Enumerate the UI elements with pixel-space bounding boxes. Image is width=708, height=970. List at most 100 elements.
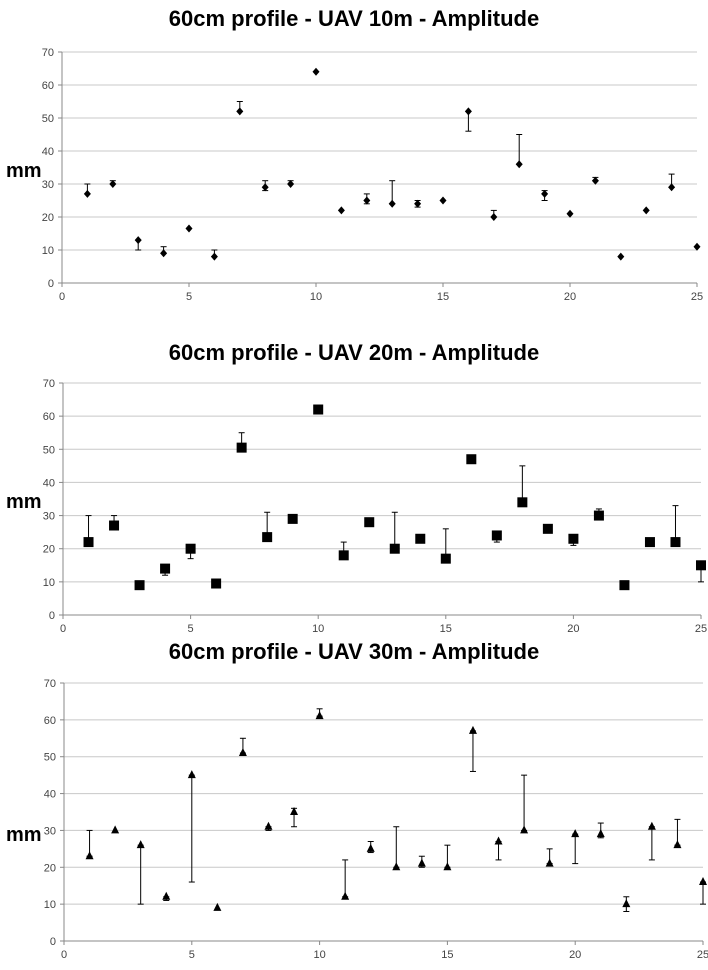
- data-point: [287, 180, 295, 188]
- data-point: [490, 213, 498, 221]
- x-tick-label: 5: [186, 291, 192, 303]
- x-tick-label: 0: [61, 949, 67, 961]
- data-point: [160, 563, 171, 574]
- y-tick-label: 20: [43, 544, 55, 556]
- data-point: [417, 858, 426, 867]
- y-tick-label: 30: [42, 179, 54, 191]
- data-point: [337, 206, 345, 215]
- data-point: [566, 209, 574, 218]
- data-point: [644, 537, 655, 548]
- data-point: [185, 543, 196, 554]
- data-point: [366, 843, 375, 852]
- data-point: [136, 840, 145, 849]
- data-point: [134, 580, 145, 591]
- data-point: [443, 862, 452, 871]
- data-point: [262, 532, 273, 543]
- data-point: [491, 530, 502, 541]
- data-point: [619, 580, 630, 591]
- y-tick-label: 30: [44, 825, 56, 837]
- x-tick-label: 15: [437, 291, 449, 303]
- x-tick-label: 10: [310, 291, 322, 303]
- y-tick-label: 70: [42, 47, 54, 59]
- data-point: [109, 180, 117, 188]
- data-point: [622, 899, 631, 908]
- x-tick-label: 15: [440, 623, 452, 635]
- chart-title: 60cm profile - UAV 10m - Amplitude: [168, 6, 540, 31]
- data-point: [468, 725, 477, 734]
- data-point: [593, 510, 604, 521]
- y-tick-label: 40: [42, 146, 54, 158]
- data-point: [313, 404, 324, 415]
- x-tick-label: 5: [188, 623, 194, 635]
- data-point: [617, 252, 625, 261]
- y-tick-label: 0: [50, 936, 56, 948]
- data-point: [464, 107, 472, 116]
- chart-title: 60cm profile - UAV 30m - Amplitude: [168, 639, 540, 664]
- y-tick-label: 20: [42, 212, 54, 224]
- x-tick-label: 10: [313, 949, 325, 961]
- data-point: [696, 560, 706, 571]
- data-point: [439, 196, 447, 205]
- data-point: [236, 442, 247, 453]
- data-point: [162, 891, 171, 900]
- data-point: [264, 821, 273, 830]
- data-point: [83, 189, 91, 198]
- data-point: [290, 807, 299, 815]
- data-point: [568, 533, 579, 544]
- data-point: [642, 206, 650, 215]
- data-point: [213, 902, 222, 911]
- data-point: [111, 825, 120, 834]
- data-point: [466, 454, 477, 465]
- chart-panel-3: 60cm profile - UAV 30m - Amplitude mm 0 1…: [0, 629, 708, 961]
- data-point: [238, 748, 247, 757]
- data-point: [261, 183, 269, 192]
- y-tick-label: 50: [43, 444, 55, 456]
- y-axis-label: mm: [6, 160, 42, 182]
- data-point: [670, 537, 681, 548]
- data-point: [541, 189, 549, 198]
- data-point: [211, 578, 222, 589]
- data-point: [389, 543, 400, 554]
- data-point: [134, 236, 142, 245]
- data-point: [312, 67, 320, 76]
- y-tick-label: 10: [42, 245, 54, 257]
- y-tick-label: 60: [42, 80, 54, 92]
- data-point: [364, 517, 375, 528]
- y-tick-label: 20: [44, 862, 56, 874]
- x-tick-label: 20: [567, 623, 579, 635]
- data-point: [596, 829, 605, 838]
- x-tick-label: 20: [569, 949, 581, 961]
- y-tick-label: 10: [44, 899, 56, 911]
- data-point: [673, 840, 682, 849]
- y-tick-label: 0: [49, 610, 55, 622]
- chart-plot-2: 0 10 20 30 40 50 60 70 0 5 10 15 20 25: [43, 378, 707, 635]
- x-tick-label: 0: [60, 623, 66, 635]
- chart-panel-2: 60cm profile - UAV 20m - Amplitude mm 0 1…: [0, 331, 708, 654]
- data-point: [392, 862, 401, 871]
- data-point: [388, 199, 396, 208]
- chart-plot-3: 0 10 20 30 40 50 60 70 0 5 10 15 20 25: [44, 678, 708, 961]
- data-point: [338, 550, 349, 561]
- y-tick-label: 30: [43, 511, 55, 523]
- x-tick-label: 25: [695, 623, 707, 635]
- data-point: [210, 252, 218, 261]
- data-point: [517, 497, 528, 508]
- y-tick-label: 60: [44, 715, 56, 727]
- chart-title: 60cm profile - UAV 20m - Amplitude: [168, 340, 540, 365]
- data-point: [591, 176, 599, 185]
- y-tick-label: 50: [42, 113, 54, 125]
- data-point: [668, 183, 676, 192]
- data-point: [647, 821, 656, 830]
- x-tick-label: 5: [189, 949, 195, 961]
- data-point: [315, 711, 324, 720]
- data-point: [415, 533, 426, 544]
- y-axis-label: mm: [6, 491, 42, 513]
- y-axis-label: mm: [6, 824, 42, 846]
- chart-plot-1: 0 10 20 30 40 50 60 70 0 5 10 15 20 25: [42, 47, 703, 303]
- x-tick-label: 10: [312, 623, 324, 635]
- data-point: [693, 242, 701, 251]
- chart-panel-1: 60cm profile - UAV 10m - Amplitude mm 0 1…: [0, 0, 708, 323]
- data-point: [414, 199, 422, 208]
- x-tick-label: 20: [564, 291, 576, 303]
- y-tick-label: 40: [44, 789, 56, 801]
